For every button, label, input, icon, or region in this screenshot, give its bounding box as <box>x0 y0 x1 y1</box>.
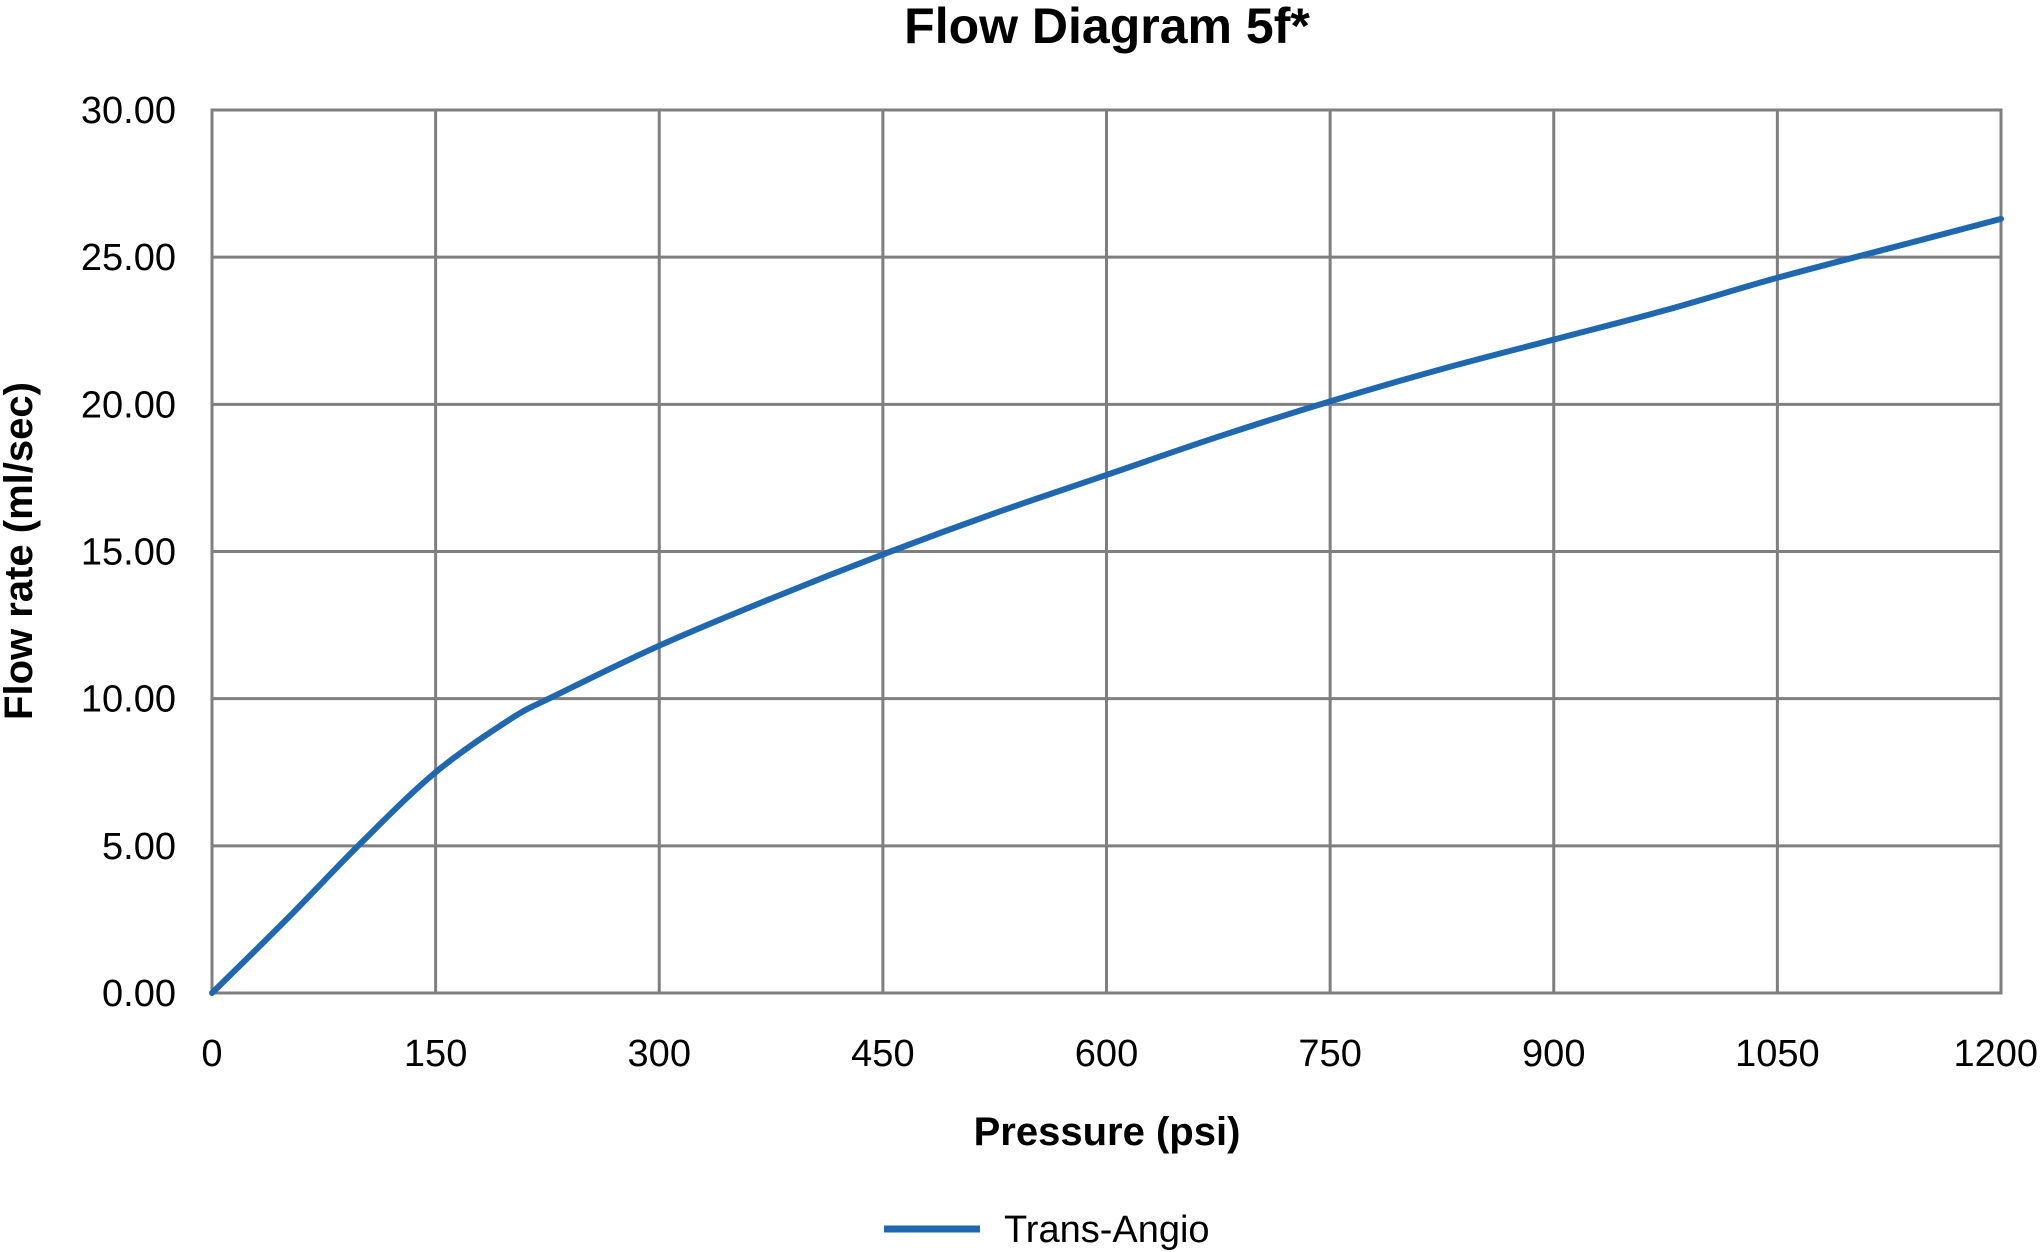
x-tick-label: 1050 <box>1735 1033 1820 1075</box>
x-tick-label: 0 <box>201 1033 222 1075</box>
y-tick-label: 25.00 <box>81 237 176 279</box>
y-tick-label: 30.00 <box>81 90 176 132</box>
y-tick-label: 5.00 <box>102 826 176 868</box>
y-tick-label: 20.00 <box>81 384 176 426</box>
plot-frame <box>210 108 2003 995</box>
y-tick-label: 15.00 <box>81 532 176 574</box>
y-tick-labels: 0.00 5.00 10.00 15.00 20.00 25.00 30.00 <box>81 90 176 1015</box>
legend-label-trans-angio: Trans-Angio <box>1004 1209 1210 1251</box>
x-tick-label: 150 <box>404 1033 467 1075</box>
y-tick-label: 10.00 <box>81 679 176 721</box>
x-tick-label: 900 <box>1522 1033 1585 1075</box>
y-tick-label: 0.00 <box>102 973 176 1015</box>
y-axis-label: Flow rate (ml/sec) <box>0 382 41 720</box>
x-tick-label: 300 <box>628 1033 691 1075</box>
x-axis-label: Pressure (psi) <box>974 1110 1241 1154</box>
x-tick-label: 600 <box>1075 1033 1138 1075</box>
chart-title: Flow Diagram 5f* <box>904 0 1310 54</box>
legend: Trans-Angio <box>884 1209 1210 1251</box>
x-tick-label: 450 <box>851 1033 914 1075</box>
x-tick-labels: 0 150 300 450 600 750 900 1050 1200 <box>201 1033 2038 1075</box>
x-tick-label: 750 <box>1298 1033 1361 1075</box>
grid-lines <box>210 108 2003 995</box>
series-line-trans-angio <box>209 215 2004 996</box>
x-tick-label: 1200 <box>1953 1033 2038 1075</box>
